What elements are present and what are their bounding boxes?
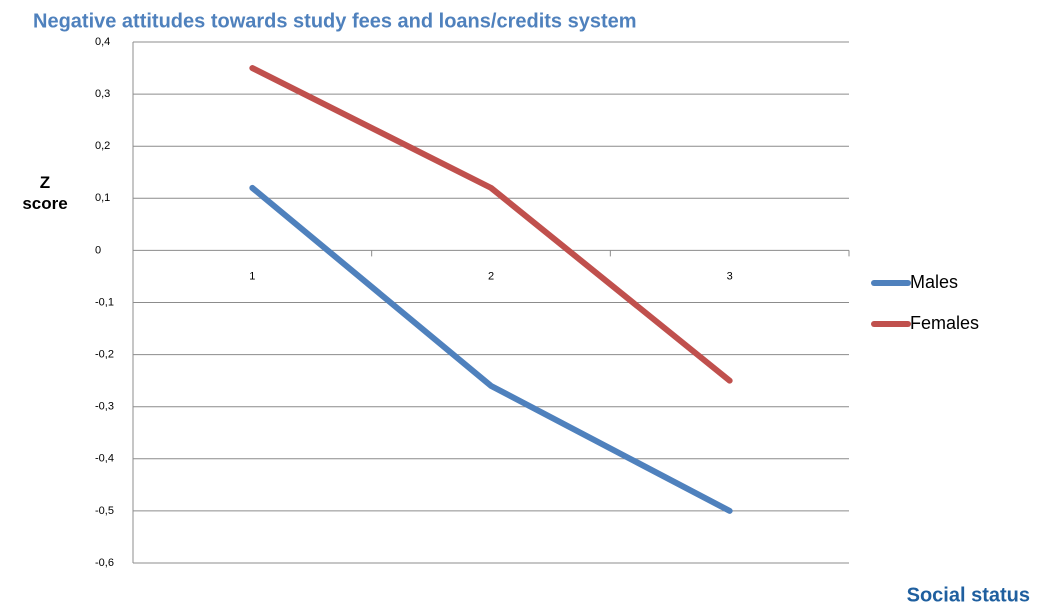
chart-title: Negative attitudes towards study fees an… [33,10,637,32]
y-tick-label: -0,1 [95,296,114,308]
y-tick-label: -0,3 [95,401,114,413]
y-tick-label: 0,4 [95,36,110,48]
x-axis-label: Social status [907,584,1030,606]
series-line [249,65,733,384]
y-tick-label: -0,5 [95,505,114,517]
y-tick-label: 0,2 [95,140,110,152]
y-axis-label: Z score [22,173,68,213]
x-tick-label: 1 [249,270,255,282]
y-tick-label: -0,6 [95,557,114,569]
x-tick-label: 3 [727,270,733,282]
y-tick-label: 0 [95,244,101,256]
y-tick-label: -0,4 [95,453,114,465]
y-tick-label: 0,3 [95,88,110,100]
y-tick-label: -0,2 [95,349,114,361]
legend-label: Males [910,272,958,292]
legend-label: Females [910,313,979,333]
y-tick-label: 0,1 [95,192,110,204]
x-tick-label: 2 [488,270,494,282]
series-line [249,184,733,514]
